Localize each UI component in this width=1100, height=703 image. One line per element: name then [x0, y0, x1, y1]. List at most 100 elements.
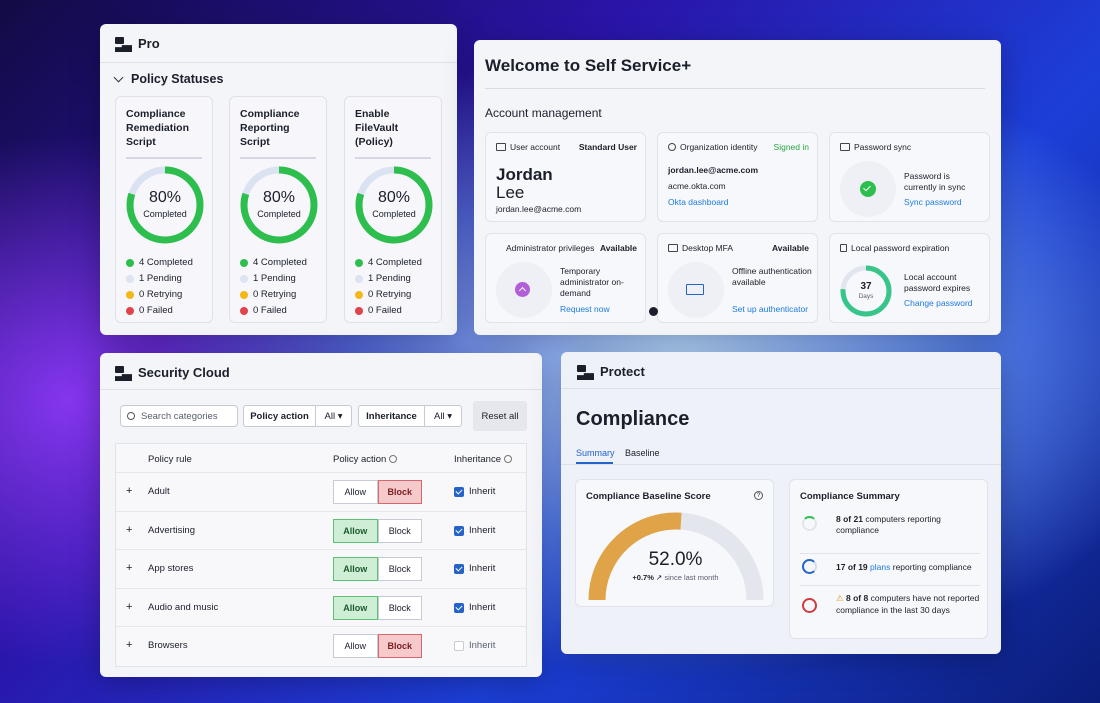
expand-icon[interactable]: + — [126, 562, 133, 574]
pro-panel: Pro Policy Statuses Compliance Remediati… — [100, 24, 457, 335]
column-header-action: Policy action — [333, 454, 397, 465]
legend-retrying: 0 Retrying — [355, 289, 411, 300]
percent-value: 80% — [148, 189, 182, 206]
page-title: Welcome to Self Service+ — [485, 56, 692, 75]
days-value: 37 — [860, 281, 872, 292]
allow-button[interactable]: Allow — [333, 557, 378, 581]
mfa-circle-bg — [668, 262, 724, 318]
section-title: Policy Statuses — [131, 72, 224, 86]
self-service-panel: Welcome to Self Service+ Account managem… — [474, 40, 1001, 335]
block-button[interactable]: Block — [377, 480, 422, 504]
tile-header: User account — [510, 142, 561, 152]
set-up-authenticator-link[interactable]: Set up authenticator — [732, 304, 809, 314]
tile-header: Administrator privileges — [506, 243, 595, 253]
legend-completed: 4 Completed — [355, 257, 422, 268]
org-email: jordan.lee@acme.com — [668, 165, 759, 175]
user-account-tile: User account Standard User Jordan Lee jor… — [485, 132, 646, 222]
policy-card[interactable]: Enable FileVault (Policy) 80% Completed … — [344, 96, 442, 323]
block-button[interactable]: Block — [377, 596, 422, 620]
allow-button[interactable]: Allow — [333, 519, 378, 543]
progress-donut — [240, 166, 318, 244]
legend-retrying: 0 Retrying — [126, 289, 182, 300]
sync-status-text: Password is currently in sync — [904, 171, 966, 192]
request-now-link[interactable]: Request now — [560, 304, 610, 314]
expand-icon[interactable]: + — [126, 639, 133, 651]
protect-header: Protect — [577, 364, 645, 380]
sync-password-link[interactable]: Sync password — [904, 197, 962, 207]
partial-ring-icon — [802, 516, 817, 531]
legend-completed: 4 Completed — [240, 257, 307, 268]
security-header: Security Cloud — [115, 365, 230, 381]
tile-header: Desktop MFA — [682, 243, 734, 253]
reset-all-button[interactable]: Reset all — [473, 401, 527, 431]
warning-icon: ⚠ — [836, 593, 844, 603]
expand-icon[interactable]: + — [126, 485, 133, 497]
admin-text: Temporary administrator on-demand — [560, 266, 624, 298]
legend-failed: 0 Failed — [126, 305, 173, 316]
legend-completed: 4 Completed — [126, 257, 193, 268]
inherit-checkbox[interactable] — [454, 641, 464, 651]
score-value: 52.0% — [648, 549, 703, 570]
allow-button[interactable]: Allow — [333, 634, 378, 658]
table-row: + Browsers Allow Block Inherit — [116, 626, 526, 664]
info-icon — [503, 455, 512, 463]
policy-action-dropdown[interactable]: All ▾ — [315, 405, 352, 427]
brand-logo-icon — [577, 365, 594, 380]
tab-baseline[interactable]: Baseline — [625, 448, 660, 458]
tab-summary[interactable]: Summary — [576, 448, 615, 458]
policy-action-filter[interactable]: Policy action — [243, 405, 316, 427]
mfa-text: Offline authentication available — [732, 266, 812, 287]
monitor-icon — [668, 244, 678, 252]
inherit-checkbox[interactable] — [454, 564, 464, 574]
plans-link[interactable]: plans — [870, 562, 891, 572]
pro-header: Pro — [115, 36, 160, 52]
policy-statuses-toggle[interactable]: Policy Statuses — [113, 72, 223, 86]
active-tab-indicator — [576, 462, 613, 464]
block-button[interactable]: Block — [377, 519, 422, 543]
column-header-inheritance: Inheritance — [454, 454, 512, 465]
allow-button[interactable]: Allow — [333, 596, 378, 620]
search-input[interactable]: Search categories — [120, 405, 238, 427]
expand-icon[interactable]: + — [126, 524, 133, 536]
days-label: Days — [858, 293, 874, 300]
table-row: + Audio and music Allow Block Inherit — [116, 588, 526, 626]
legend-failed: 0 Failed — [355, 305, 402, 316]
score-delta: +0.7% ↗ since last month — [632, 573, 719, 582]
policy-card[interactable]: Compliance Remediation Script 80% Comple… — [115, 96, 213, 323]
card-title: Compliance Baseline Score — [586, 491, 711, 502]
cursor-icon — [649, 307, 658, 316]
ring-icon — [802, 559, 817, 574]
legend-failed: 0 Failed — [240, 305, 287, 316]
inherit-label: Inherit — [469, 563, 496, 574]
inherit-checkbox[interactable] — [454, 603, 464, 613]
legend-pending: 1 Pending — [240, 273, 296, 284]
card-title: Compliance Summary — [800, 491, 900, 502]
inherit-checkbox[interactable] — [454, 487, 464, 497]
help-icon[interactable]: ? — [754, 491, 763, 500]
security-cloud-panel: Security Cloud Search categories Policy … — [100, 353, 542, 677]
inherit-checkbox[interactable] — [454, 526, 464, 536]
password-sync-tile: Password sync Password is currently in s… — [829, 132, 990, 222]
legend-retrying: 0 Retrying — [240, 289, 296, 300]
pen-icon — [840, 143, 850, 151]
tile-header: Organization identity — [680, 142, 758, 152]
user-last-name: Lee — [496, 183, 525, 202]
allow-button[interactable]: Allow — [333, 480, 378, 504]
compliance-summary-card: Compliance Summary 8 of 21 computers rep… — [789, 479, 988, 639]
policy-card[interactable]: Compliance Reporting Script 80% Complete… — [229, 96, 327, 323]
block-button[interactable]: Block — [377, 557, 422, 581]
policy-name: Compliance Reporting Script — [240, 107, 316, 159]
inheritance-filter[interactable]: Inheritance — [358, 405, 425, 427]
chevron-down-icon — [113, 72, 124, 82]
okta-dashboard-link[interactable]: Okta dashboard — [668, 197, 729, 207]
chevron-up-icon — [515, 282, 530, 297]
expand-icon[interactable]: + — [126, 601, 133, 613]
block-button[interactable]: Block — [377, 634, 422, 658]
section-title: Account management — [485, 106, 602, 120]
inheritance-dropdown[interactable]: All ▾ — [424, 405, 462, 427]
percent-value: 80% — [377, 189, 411, 206]
failed-ring-icon — [802, 598, 817, 613]
change-password-link[interactable]: Change password — [904, 298, 973, 308]
table-row: + App stores Allow Block Inherit — [116, 549, 526, 587]
baseline-score-card: Compliance Baseline Score ? 52.0% +0.7% … — [575, 479, 774, 607]
